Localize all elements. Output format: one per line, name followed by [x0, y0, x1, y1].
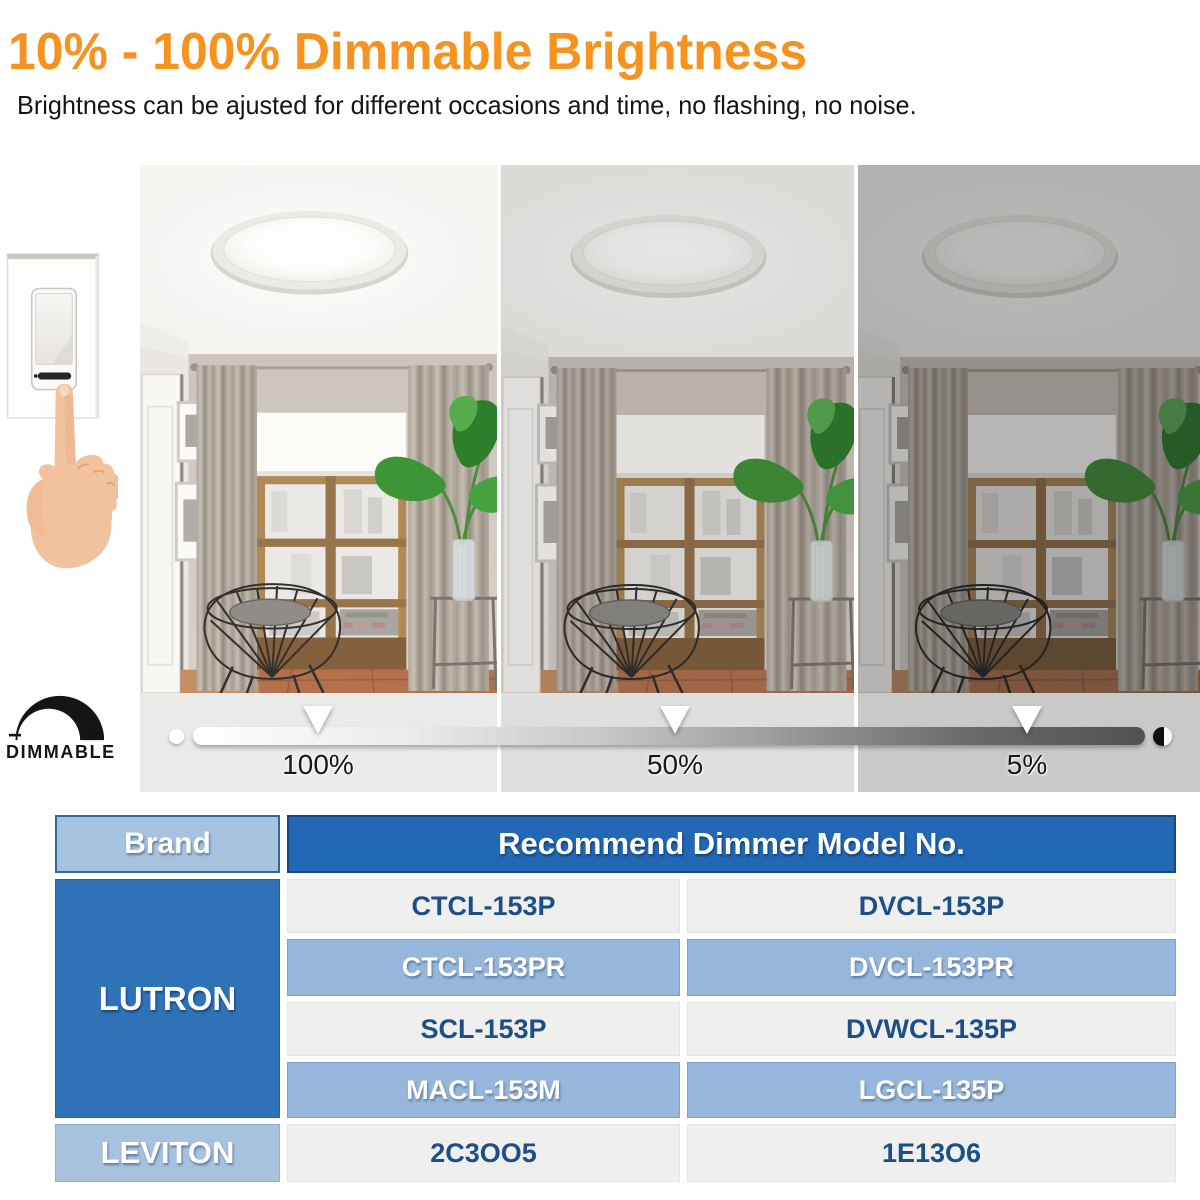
- slider-marker-5: [1012, 706, 1042, 734]
- brand-cell-leviton: LEVITON: [55, 1124, 280, 1182]
- page-title: 10% - 100% Dimmable Brightness: [8, 23, 808, 81]
- dimmer-switch-illustration: [6, 250, 100, 420]
- dimmable-label: DIMMABLE: [6, 742, 116, 762]
- model-cell: 1E13O6: [687, 1124, 1176, 1182]
- dimmer-model-table: Brand Recommend Dimmer Model No. LUTRON …: [55, 815, 1176, 1182]
- room-photo-50: [501, 165, 854, 693]
- model-cell: DVCL-153P: [687, 879, 1176, 933]
- table-header-brand: Brand: [55, 815, 280, 873]
- room-photo-100: [140, 165, 497, 693]
- model-cell: DVCL-153PR: [687, 939, 1176, 996]
- percent-label-50: 50%: [646, 749, 704, 780]
- model-cell: MACL-153M: [287, 1062, 680, 1118]
- percent-label-5: 5%: [1006, 749, 1048, 780]
- model-cell: SCL-153P: [287, 1002, 680, 1056]
- dim-end-dot: [1153, 727, 1172, 746]
- dimmer-curve-icon: [15, 695, 104, 741]
- slider-marker-100: [303, 706, 333, 734]
- brightness-gradient-bar: [193, 727, 1145, 745]
- slider-marker-50: [660, 706, 690, 734]
- plus-sign: +: [86, 720, 101, 747]
- page-subtitle: Brightness can be ajusted for different …: [17, 90, 917, 120]
- room-photo-5: [858, 165, 1200, 693]
- model-cell: DVWCL-135P: [687, 1002, 1176, 1056]
- model-cell: CTCL-153PR: [287, 939, 680, 996]
- dimmable-badge: − + DIMMABLE: [6, 692, 128, 782]
- model-cell: 2C3OO5: [287, 1124, 680, 1182]
- hand-icon: [26, 383, 120, 569]
- bright-end-dot: [169, 729, 184, 744]
- percent-label-100: 100%: [282, 749, 354, 780]
- model-cell: LGCL-135P: [687, 1062, 1176, 1118]
- brand-cell-lutron: LUTRON: [55, 879, 280, 1118]
- model-cell: CTCL-153P: [287, 879, 680, 933]
- pointing-hand-illustration: [22, 378, 120, 578]
- minus-sign: −: [8, 722, 23, 749]
- dimmer-switch-icon: [6, 253, 100, 419]
- table-header-model: Recommend Dimmer Model No.: [287, 815, 1176, 873]
